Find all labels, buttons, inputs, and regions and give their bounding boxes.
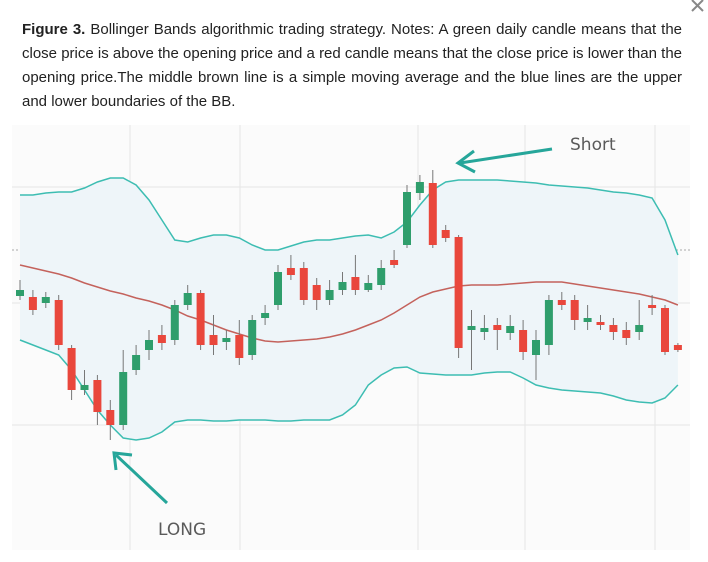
candle-body	[16, 290, 24, 296]
candle-body	[557, 300, 566, 305]
candle-body	[67, 348, 76, 390]
candle-body	[596, 322, 605, 325]
candle-body	[403, 192, 411, 245]
candle-body	[648, 305, 657, 308]
candle-body	[519, 330, 528, 352]
arrow-head	[112, 451, 133, 471]
candle-body	[338, 282, 347, 290]
candle-body	[583, 318, 592, 322]
candle-body	[106, 410, 115, 425]
candle-body	[428, 183, 437, 245]
candle-body	[261, 313, 270, 318]
candle-body	[673, 345, 682, 350]
candle-body	[609, 325, 618, 332]
annotation: LONG	[158, 520, 206, 540]
close-icon	[691, 0, 704, 12]
figure-caption: Figure 3. Bollinger Bands algorithmic tr…	[22, 18, 682, 114]
candle-body	[570, 300, 579, 320]
candle-body	[248, 320, 257, 355]
candle-body	[493, 325, 502, 330]
candle-body	[132, 355, 141, 370]
candle-body	[145, 340, 153, 350]
candle-body	[183, 293, 192, 305]
caption-label: Figure 3.	[22, 21, 86, 38]
candle-body	[196, 293, 205, 345]
marks	[16, 170, 682, 441]
candle-body	[54, 300, 63, 345]
band-line	[20, 177, 679, 256]
candle-body	[467, 326, 476, 330]
candle-body	[441, 230, 450, 238]
candle-body	[41, 297, 50, 303]
candle-body	[299, 268, 308, 300]
caption-text: Bollinger Bands algorithmic trading stra…	[22, 21, 682, 110]
candle-body	[28, 297, 37, 310]
arrow-head	[455, 149, 476, 174]
candle-body	[622, 330, 631, 338]
candle-body	[544, 300, 553, 345]
arrow	[459, 147, 553, 165]
candle-body	[325, 290, 334, 300]
candle-body	[635, 325, 644, 332]
candle-body	[377, 268, 386, 285]
candle-body	[93, 380, 102, 412]
candle-body	[390, 260, 399, 265]
candle-body	[364, 283, 373, 290]
candle-body	[415, 182, 424, 193]
candle-body	[506, 326, 515, 333]
candle-body	[119, 372, 128, 425]
candle-body	[532, 340, 540, 355]
candle-body	[222, 338, 231, 342]
candle-body	[661, 308, 669, 352]
candle-body	[312, 285, 321, 300]
band-line	[19, 339, 679, 441]
candle-body	[80, 385, 89, 390]
close-button[interactable]	[688, 0, 708, 16]
candle-body	[209, 335, 218, 345]
candle-body	[454, 237, 463, 348]
candle-body	[235, 335, 244, 358]
candle-body	[351, 277, 360, 290]
annotation: Short	[570, 135, 616, 155]
candle-body	[274, 272, 282, 305]
candle-body	[157, 335, 166, 343]
band-fill	[20, 178, 678, 440]
chart: Short LONG	[12, 125, 690, 550]
candle-body	[480, 328, 489, 332]
candle-body	[170, 305, 179, 340]
band-line	[19, 264, 679, 343]
candle-body	[286, 268, 295, 275]
arrow	[114, 453, 169, 505]
